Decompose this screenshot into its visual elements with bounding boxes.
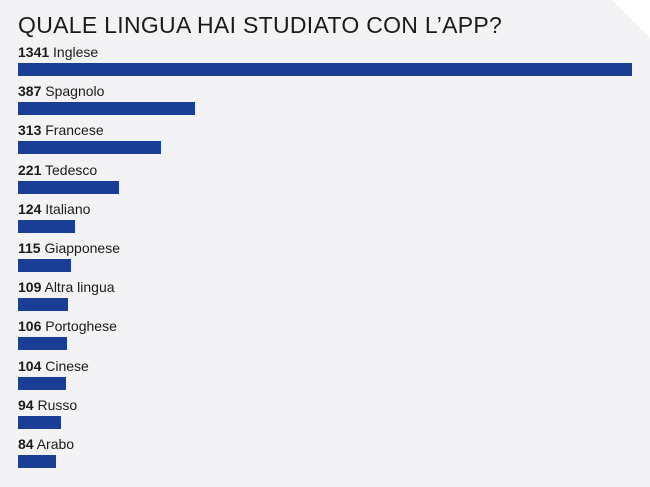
bar-label: 115 Giapponese <box>18 240 120 257</box>
bar-chart: 1341 Inglese 387 Spagnolo 313 Francese 221 … <box>18 44 634 474</box>
bar-value: 313 <box>18 122 42 139</box>
bar-value: 84 <box>18 436 34 452</box>
bar-label: 124 Italiano <box>18 201 90 218</box>
bar-category: Inglese <box>49 44 99 60</box>
bar-category: Portoghese <box>41 318 117 335</box>
bar-category: Italiano <box>41 200 91 217</box>
bar-row: 115 Giapponese <box>18 240 634 276</box>
bar-value: 104 <box>18 357 42 374</box>
bar-category: Altra lingua <box>41 279 115 296</box>
bar-value: 115 <box>18 240 41 256</box>
bar-label: 94 Russo <box>18 397 77 414</box>
bar-row: 387 Spagnolo <box>18 83 634 119</box>
bar-row: 94 Russo <box>18 397 634 433</box>
bar-value: 1341 <box>18 44 50 60</box>
bar-category: Tedesco <box>41 161 98 178</box>
bar-row: 313 Francese <box>18 122 634 158</box>
bar-category: Cinese <box>41 357 89 374</box>
bar-category: Arabo <box>33 436 75 452</box>
chart-title: QUALE LINGUA HAI STUDIATO CON L’APP? <box>18 12 503 38</box>
bar-row: 124 Italiano <box>18 201 634 237</box>
bar-category: Giapponese <box>40 240 120 256</box>
bar-label: 106 Portoghese <box>18 318 117 335</box>
bar <box>18 180 120 194</box>
bar-category: Russo <box>33 396 78 413</box>
bar-value: 221 <box>18 161 42 178</box>
bar-category: Spagnolo <box>41 83 105 100</box>
bar-value: 387 <box>18 83 42 100</box>
bar-label: 109 Altra lingua <box>18 279 115 296</box>
bar-label: 387 Spagnolo <box>18 83 104 100</box>
bar <box>18 337 67 351</box>
bar-label: 221 Tedesco <box>18 162 97 179</box>
corner-fold <box>612 0 650 38</box>
bar-value: 106 <box>18 318 42 335</box>
bar <box>18 63 632 76</box>
bar <box>18 102 196 116</box>
bar-row: 221 Tedesco <box>18 162 634 198</box>
bar-row: 104 Cinese <box>18 358 634 394</box>
bar <box>18 259 71 272</box>
bar-label: 104 Cinese <box>18 358 89 375</box>
bar <box>18 415 62 429</box>
bar-row: 1341 Inglese <box>18 44 634 80</box>
bar-row: 106 Portoghese <box>18 318 634 354</box>
bar <box>18 455 57 468</box>
bar-value: 109 <box>18 279 42 296</box>
bar-row: 84 Arabo <box>18 436 634 472</box>
bar-row: 109 Altra lingua <box>18 279 634 315</box>
bar-value: 124 <box>18 200 42 217</box>
bar-label: 313 Francese <box>18 122 104 139</box>
bar-label: 1341 Inglese <box>18 44 98 61</box>
bar-category: Francese <box>41 122 104 139</box>
bar <box>18 219 75 233</box>
bar-value: 94 <box>18 396 34 413</box>
bar <box>18 376 66 390</box>
bar <box>18 141 162 155</box>
bar-label: 84 Arabo <box>18 436 74 453</box>
bar <box>18 298 68 312</box>
